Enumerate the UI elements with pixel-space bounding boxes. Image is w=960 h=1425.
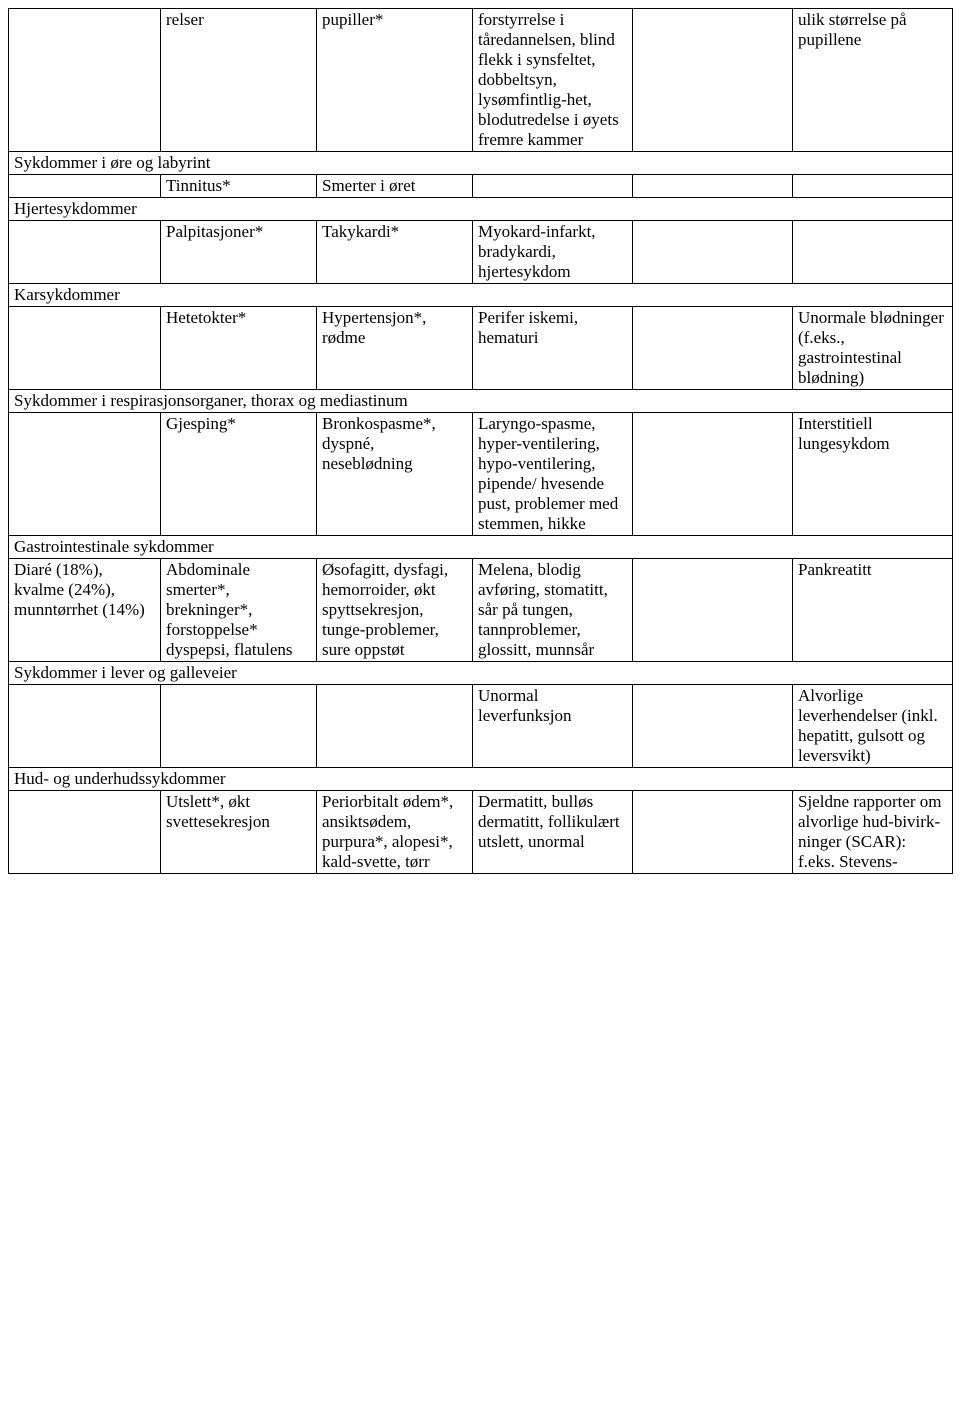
medical-side-effects-table: relser pupiller* forstyrrelse i tåredann… [8, 8, 953, 874]
cell: Bronkospasme*, dyspné, neseblødning [317, 413, 473, 536]
cell [633, 413, 793, 536]
category-header-row: Hjertesykdommer [9, 198, 953, 221]
cell [9, 307, 161, 390]
category-header-row: Sykdommer i øre og labyrint [9, 152, 953, 175]
cell: pupiller* [317, 9, 473, 152]
table-row: Utslett*, økt svettesekresjon Periorbita… [9, 791, 953, 874]
category-header: Sykdommer i lever og galleveier [9, 662, 953, 685]
table-row: Hetetokter* Hypertensjon*, rødme Perifer… [9, 307, 953, 390]
category-header-row: Sykdommer i lever og galleveier [9, 662, 953, 685]
cell: Unormale blødninger (f.eks., gastrointes… [793, 307, 953, 390]
category-header: Karsykdommer [9, 284, 953, 307]
category-header: Sykdommer i øre og labyrint [9, 152, 953, 175]
table-row: Gjesping* Bronkospasme*, dyspné, neseblø… [9, 413, 953, 536]
cell: Øsofagitt, dysfagi, hemorroider, økt spy… [317, 559, 473, 662]
cell [317, 685, 473, 768]
cell [161, 685, 317, 768]
cell: forstyrrelse i tåredannelsen, blind flek… [473, 9, 633, 152]
cell: Pankreatitt [793, 559, 953, 662]
cell: Hypertensjon*, rødme [317, 307, 473, 390]
cell [9, 685, 161, 768]
category-header: Gastrointestinale sykdommer [9, 536, 953, 559]
cell [9, 413, 161, 536]
table-row: Tinnitus* Smerter i øret [9, 175, 953, 198]
cell [9, 175, 161, 198]
cell: Tinnitus* [161, 175, 317, 198]
cell [473, 175, 633, 198]
cell: Sjeldne rapporter om alvorlige hud-bivir… [793, 791, 953, 874]
cell [633, 9, 793, 152]
cell [633, 685, 793, 768]
cell [9, 221, 161, 284]
table-row: Unormal leverfunksjon Alvorlige leverhen… [9, 685, 953, 768]
category-header: Sykdommer i respirasjonsorganer, thorax … [9, 390, 953, 413]
category-header: Hud- og underhudssykdommer [9, 768, 953, 791]
cell: Gjesping* [161, 413, 317, 536]
cell: Periorbitalt ødem*, ansiktsødem, purpura… [317, 791, 473, 874]
cell: Hetetokter* [161, 307, 317, 390]
cell: ulik størrelse på pupillene [793, 9, 953, 152]
table-row: Diaré (18%), kvalme (24%), munntørrhet (… [9, 559, 953, 662]
category-header-row: Gastrointestinale sykdommer [9, 536, 953, 559]
cell [633, 791, 793, 874]
cell [633, 559, 793, 662]
cell: Melena, blodig avføring, stomatitt, sår … [473, 559, 633, 662]
cell [633, 307, 793, 390]
cell: Takykardi* [317, 221, 473, 284]
cell [9, 9, 161, 152]
cell: Interstitiell lungesykdom [793, 413, 953, 536]
category-header: Hjertesykdommer [9, 198, 953, 221]
cell: Unormal leverfunksjon [473, 685, 633, 768]
cell: Perifer iskemi, hematuri [473, 307, 633, 390]
cell: Utslett*, økt svettesekresjon [161, 791, 317, 874]
cell [633, 221, 793, 284]
category-header-row: Hud- og underhudssykdommer [9, 768, 953, 791]
cell [9, 791, 161, 874]
cell: relser [161, 9, 317, 152]
table-row: Palpitasjoner* Takykardi* Myokard-infark… [9, 221, 953, 284]
cell: Laryngo-spasme, hyper-ventilering, hypo-… [473, 413, 633, 536]
table-row: relser pupiller* forstyrrelse i tåredann… [9, 9, 953, 152]
cell: Diaré (18%), kvalme (24%), munntørrhet (… [9, 559, 161, 662]
category-header-row: Sykdommer i respirasjonsorganer, thorax … [9, 390, 953, 413]
cell: Dermatitt, bulløs dermatitt, follikulært… [473, 791, 633, 874]
cell: Alvorlige leverhendelser (inkl. hepatitt… [793, 685, 953, 768]
cell: Myokard-infarkt, bradykardi, hjertesykdo… [473, 221, 633, 284]
cell [633, 175, 793, 198]
cell: Abdominale smerter*, brekninger*, forsto… [161, 559, 317, 662]
cell [793, 175, 953, 198]
cell [793, 221, 953, 284]
cell: Palpitasjoner* [161, 221, 317, 284]
category-header-row: Karsykdommer [9, 284, 953, 307]
cell: Smerter i øret [317, 175, 473, 198]
